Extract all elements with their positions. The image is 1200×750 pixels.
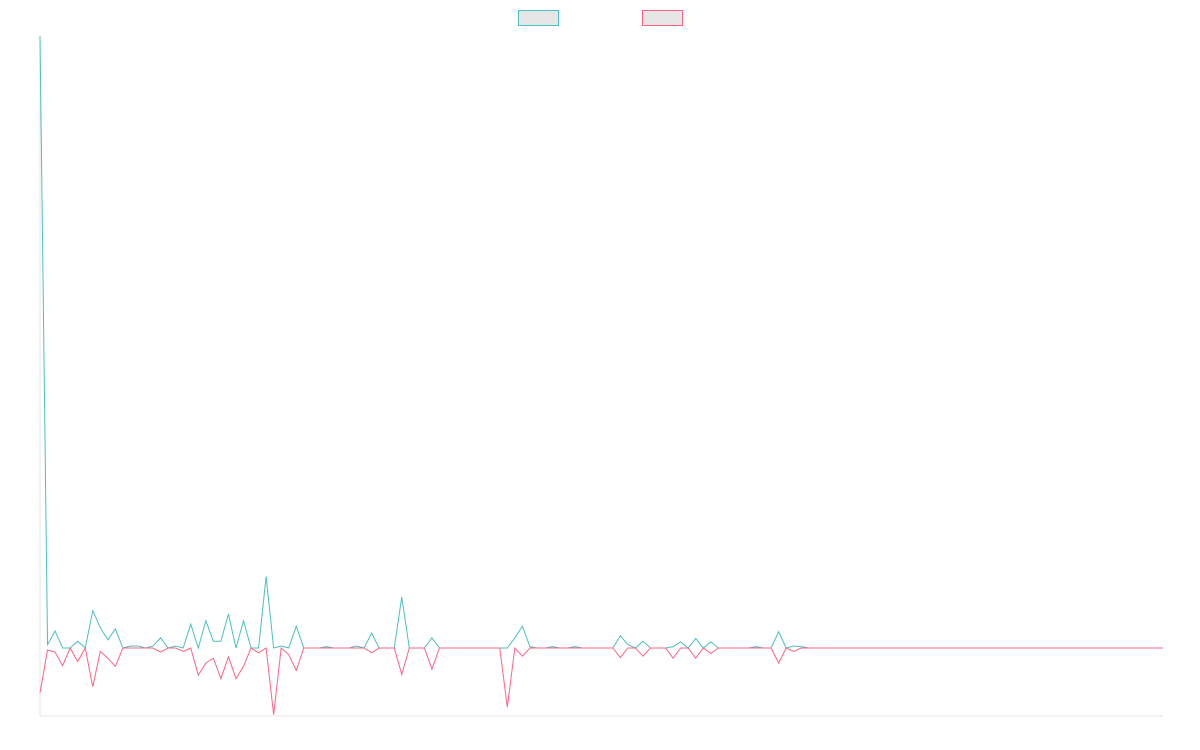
series-line [39,646,1163,715]
series-line [39,35,1163,650]
legend-swatch [518,10,559,26]
legend-swatch [642,10,683,26]
